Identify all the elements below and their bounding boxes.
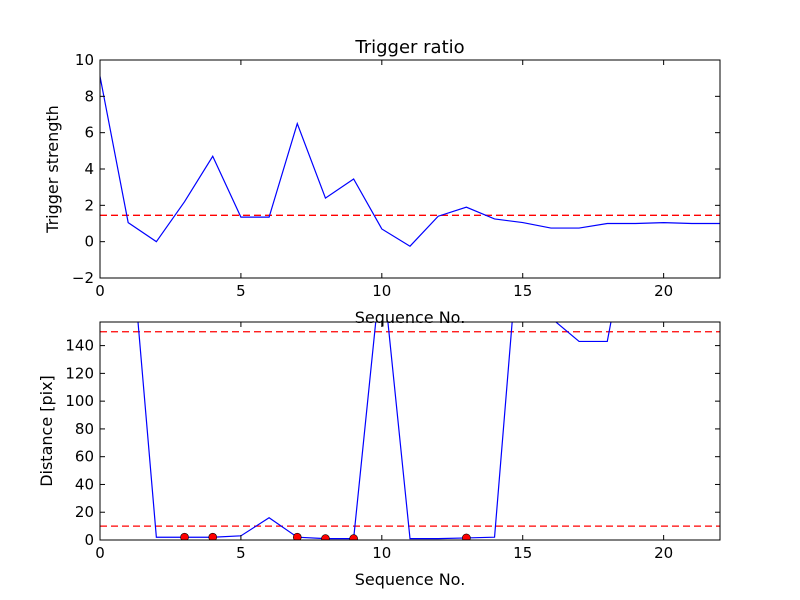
axes: 0 5 10 15 20 0 20 40 60 80 100 120 140 <box>65 322 720 562</box>
y-axis-label: Trigger strength <box>43 105 62 234</box>
x-tick-label: 20 <box>654 544 673 562</box>
axes-frame <box>99 59 721 279</box>
data-point <box>208 532 218 540</box>
x-tick-label: 10 <box>372 544 391 562</box>
x-axis-label: Sequence No. <box>355 308 466 327</box>
y-tick-label: 2 <box>84 196 94 214</box>
y-tick-label: 10 <box>75 51 94 69</box>
y-tick-label: 40 <box>75 475 94 493</box>
data-point <box>349 534 358 540</box>
chart-title: Trigger ratio <box>354 37 464 58</box>
series-line <box>100 76 720 247</box>
x-tick-label: 15 <box>513 544 532 562</box>
y-tick-label: 140 <box>65 337 94 355</box>
data-point <box>180 532 189 540</box>
y-tick-label: 0 <box>84 233 94 251</box>
x-tick-label: 20 <box>654 282 673 300</box>
y-tick-label: 0 <box>84 531 94 549</box>
plot-area <box>100 322 720 540</box>
data-point <box>292 532 302 540</box>
y-tick-label: 8 <box>84 87 94 105</box>
x-tick-label: 15 <box>513 282 532 300</box>
x-tick-label: 5 <box>236 282 246 300</box>
x-tick-label: 10 <box>372 282 391 300</box>
series-line <box>137 322 612 540</box>
y-tick-label: 80 <box>75 420 94 438</box>
y-tick-label: 60 <box>75 448 94 466</box>
x-axis-label: Sequence No. <box>355 570 466 589</box>
y-tick-label: 4 <box>84 160 94 178</box>
y-tick-label: 100 <box>65 392 94 410</box>
y-tick-label: 20 <box>75 503 94 521</box>
data-point <box>321 534 330 540</box>
y-tick-label: 6 <box>84 124 94 142</box>
data-point <box>462 533 471 540</box>
y-axis-label: Distance [pix] <box>37 375 56 487</box>
x-tick-label: 0 <box>95 544 105 562</box>
x-tick-label: 5 <box>236 544 246 562</box>
y-tick-label: −2 <box>72 269 94 287</box>
plot-area <box>100 76 720 247</box>
axes-frame <box>99 321 721 541</box>
x-tick-label: 0 <box>95 282 105 300</box>
y-tick-label: 120 <box>65 364 94 382</box>
